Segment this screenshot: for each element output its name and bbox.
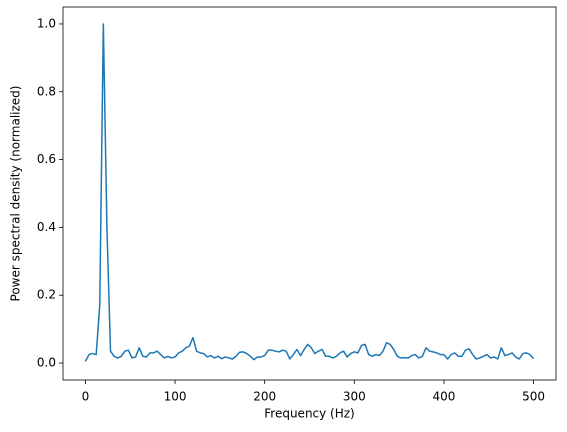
y-tick-label: 0.0 [37, 356, 56, 370]
y-tick-label: 0.2 [37, 288, 56, 302]
series-line [84, 23, 535, 362]
x-tick-label: 300 [343, 390, 366, 404]
x-tick-label: 400 [433, 390, 456, 404]
plot-frame [62, 6, 557, 381]
x-tick-label: 0 [82, 390, 90, 404]
x-tick-label: 500 [522, 390, 545, 404]
y-tick-label: 1.0 [37, 16, 56, 30]
x-axis-label: Frequency (Hz) [264, 407, 355, 421]
y-axis-label: Power spectral density (normalized) [9, 86, 23, 302]
y-tick-label: 0.4 [37, 220, 56, 234]
y-tick-label: 0.8 [37, 84, 56, 98]
y-tick-label: 0.6 [37, 152, 56, 166]
x-tick-label: 200 [253, 390, 276, 404]
x-tick-label: 100 [164, 390, 187, 404]
